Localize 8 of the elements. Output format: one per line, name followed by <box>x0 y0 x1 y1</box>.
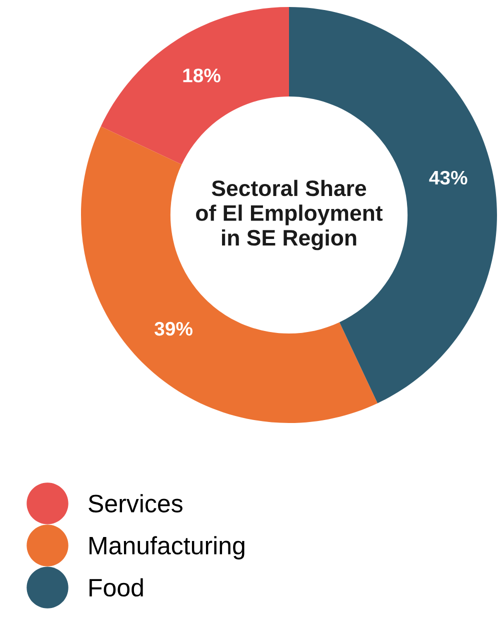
data-label: 39% <box>154 322 192 336</box>
data-label: 18% <box>183 68 220 82</box>
legend-label: Services <box>88 494 182 512</box>
legend-label: Food <box>90 578 143 597</box>
donut-slice <box>100 7 289 165</box>
text: Sectoral Share of El Employment in SE Region <box>196 180 383 250</box>
data-label: 43% <box>429 170 468 185</box>
legend-label: Manufacturing <box>90 536 244 560</box>
